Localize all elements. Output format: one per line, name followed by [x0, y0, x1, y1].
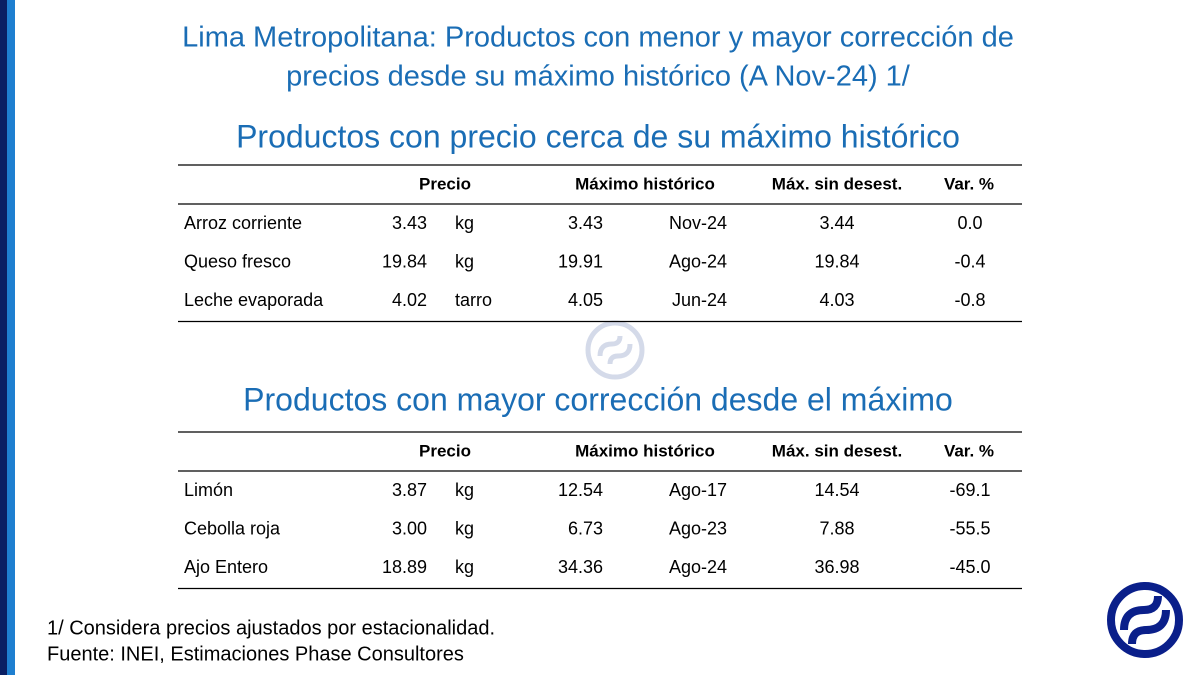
table-cell: Ago-24: [669, 251, 727, 271]
table-cell: 12.54: [558, 480, 603, 500]
column-header: Precio: [419, 441, 471, 460]
side-bar-dark: [0, 0, 7, 675]
table-cell: 3.43: [392, 213, 427, 233]
column-header: Precio: [419, 174, 471, 193]
table-cell: Ago-24: [669, 557, 727, 577]
footnote: Fuente: INEI, Estimaciones Phase Consult…: [47, 643, 464, 665]
table-cell: 36.98: [814, 557, 859, 577]
table-cell: kg: [455, 213, 474, 233]
table-subtitle: Productos con precio cerca de su máximo …: [236, 118, 960, 154]
table-cell: 4.02: [392, 290, 427, 310]
table-subtitle: Productos con mayor corrección desde el …: [243, 381, 953, 417]
table-cell: 18.89: [382, 557, 427, 577]
table-cell: 3.43: [568, 213, 603, 233]
table-cell: -69.1: [949, 480, 990, 500]
table-cell: Ago-23: [669, 518, 727, 538]
table-cell: -0.8: [954, 290, 985, 310]
column-header: Var. %: [944, 174, 994, 193]
column-header: Máx. sin desest.: [772, 174, 902, 193]
table-cell: kg: [455, 518, 474, 538]
table-cell: 19.84: [814, 251, 859, 271]
table-cell: 19.84: [382, 251, 427, 271]
table-cell: 0.0: [957, 213, 982, 233]
watermark: [585, 320, 645, 380]
table-cell: Ajo Entero: [184, 557, 268, 577]
table-cell: kg: [455, 251, 474, 271]
table-cell: Ago-17: [669, 480, 727, 500]
column-header: Máximo histórico: [575, 441, 715, 460]
table-cell: 6.73: [568, 518, 603, 538]
table-cell: Nov-24: [669, 213, 727, 233]
table-cell: 4.05: [568, 290, 603, 310]
table-cell: 14.54: [814, 480, 859, 500]
table-cell: 3.87: [392, 480, 427, 500]
table-cell: Arroz corriente: [184, 213, 302, 233]
title-line: precios desde su máximo histórico (A Nov…: [286, 61, 911, 93]
table-cell: -45.0: [949, 557, 990, 577]
column-header: Var. %: [944, 441, 994, 460]
table-cell: Queso fresco: [184, 251, 291, 271]
table-cell: -0.4: [954, 251, 985, 271]
table-cell: tarro: [455, 290, 492, 310]
logo: [1107, 582, 1183, 658]
footnote: 1/ Considera precios ajustados por estac…: [47, 617, 495, 639]
table-cell: kg: [455, 480, 474, 500]
table-cell: 3.44: [819, 213, 854, 233]
table-cell: kg: [455, 557, 474, 577]
table-cell: Limón: [184, 480, 233, 500]
table-cell: Jun-24: [672, 290, 727, 310]
table-cell: 34.36: [558, 557, 603, 577]
table-cell: 4.03: [819, 290, 854, 310]
column-header: Máx. sin desest.: [772, 441, 902, 460]
table-cell: 19.91: [558, 251, 603, 271]
table-cell: 7.88: [819, 518, 854, 538]
side-bar-light: [7, 0, 15, 675]
table-cell: Cebolla roja: [184, 518, 281, 538]
table-cell: Leche evaporada: [184, 290, 324, 310]
table-cell: 3.00: [392, 518, 427, 538]
table-cell: -55.5: [949, 518, 990, 538]
title-line: Lima Metropolitana: Productos con menor …: [182, 22, 1014, 54]
column-header: Máximo histórico: [575, 174, 715, 193]
